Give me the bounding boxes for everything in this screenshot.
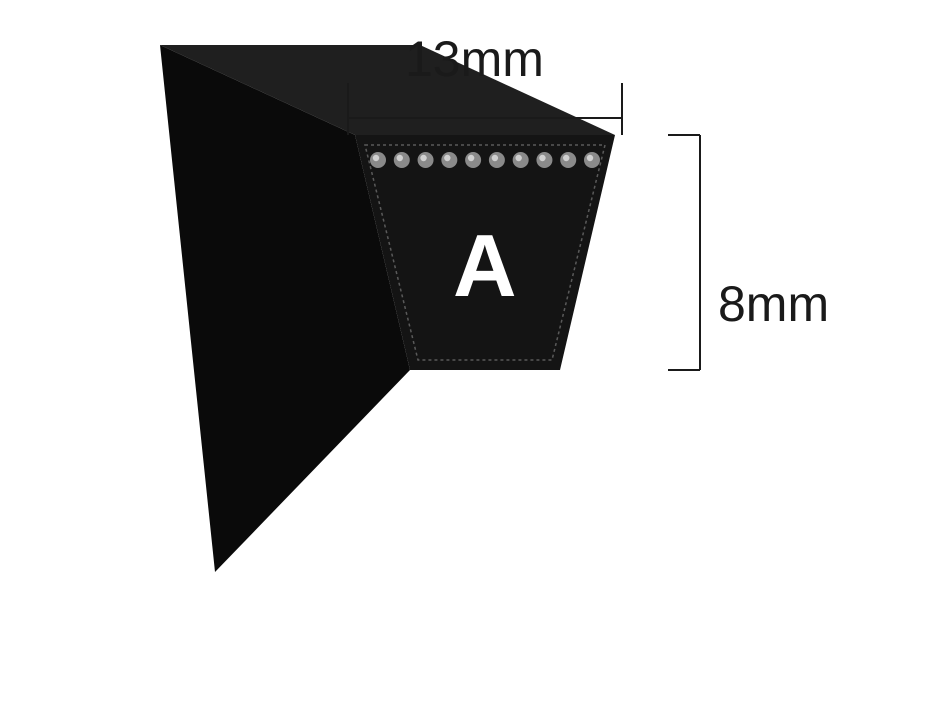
tension-cord-highlight bbox=[563, 155, 569, 161]
tension-cord-highlight bbox=[492, 155, 498, 161]
belt-cross-section-diagram: 13mm 8mm A bbox=[0, 0, 933, 700]
tension-cord-highlight bbox=[420, 155, 426, 161]
height-dimension-label: 8mm bbox=[718, 275, 829, 333]
tension-cord-highlight bbox=[539, 155, 545, 161]
tension-cord-highlight bbox=[373, 155, 379, 161]
belt-type-letter: A bbox=[453, 215, 517, 317]
width-dimension-label: 13mm bbox=[405, 30, 544, 88]
tension-cord-highlight bbox=[468, 155, 474, 161]
tension-cord-highlight bbox=[444, 155, 450, 161]
tension-cord-highlight bbox=[587, 155, 593, 161]
belt-svg bbox=[0, 0, 933, 700]
tension-cord-highlight bbox=[515, 155, 521, 161]
height-dimension bbox=[668, 135, 700, 370]
tension-cord-highlight bbox=[397, 155, 403, 161]
